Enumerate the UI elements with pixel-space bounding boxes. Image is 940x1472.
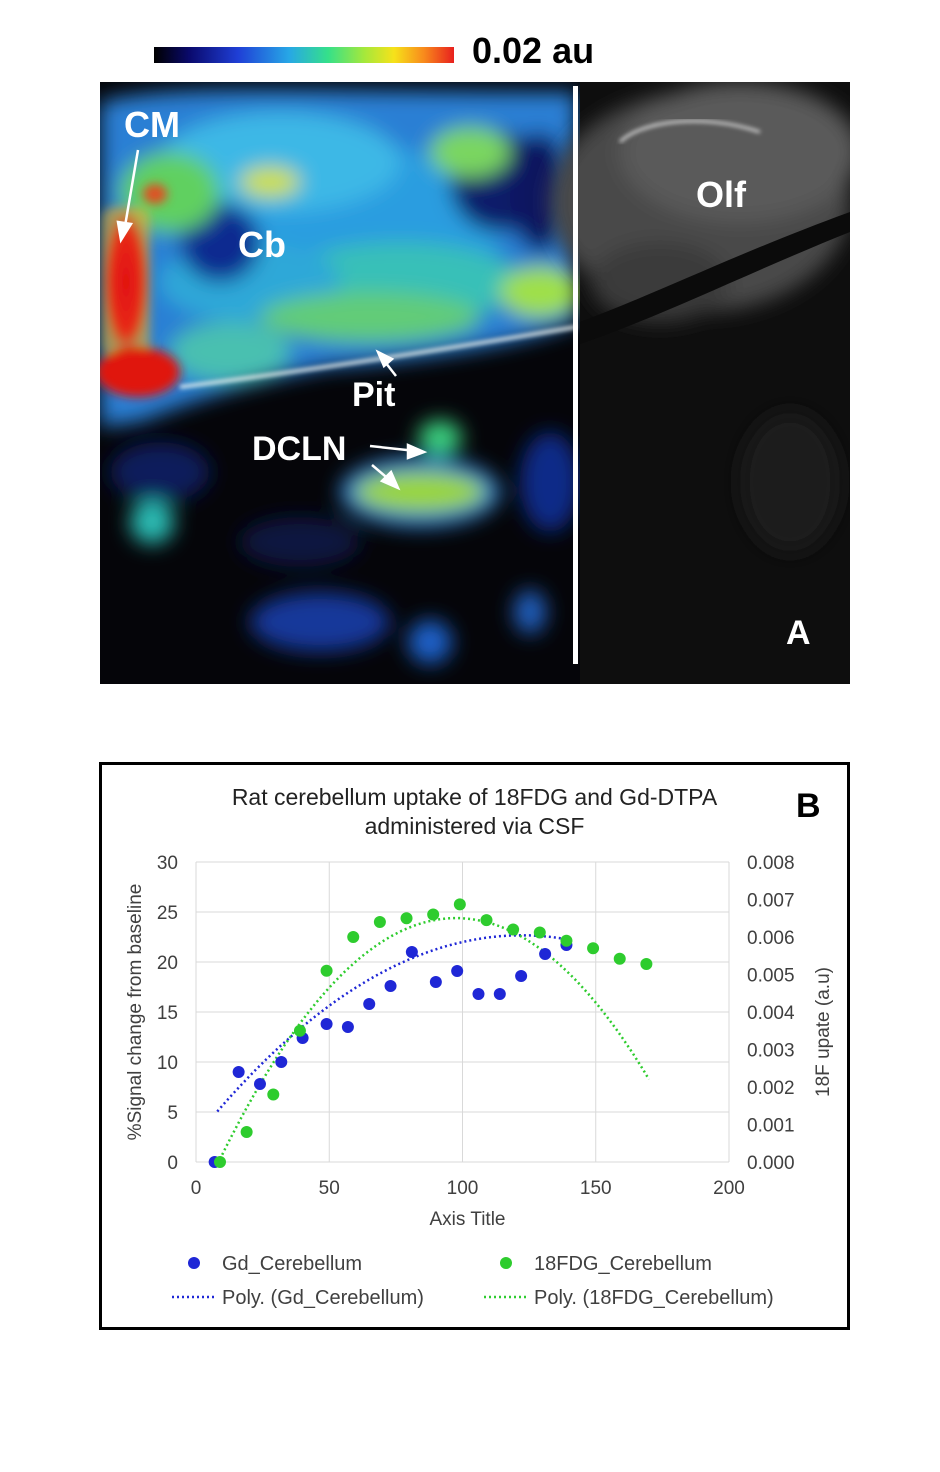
panel-b-letter: B xyxy=(796,787,821,825)
data-point xyxy=(213,1156,226,1168)
data-point xyxy=(320,1018,333,1030)
data-point xyxy=(240,1126,253,1138)
mri-heatmap-image: CM Cb Pit DCLN Olf A xyxy=(100,82,850,684)
label-olf: Olf xyxy=(696,174,746,215)
y2-tick-label: 0.005 xyxy=(747,966,795,987)
data-point xyxy=(493,988,506,1000)
data-point xyxy=(640,958,653,970)
data-point xyxy=(451,965,464,977)
y2-tick-label: 0.002 xyxy=(747,1078,795,1099)
y-tick-label: 5 xyxy=(167,1103,178,1124)
label-cb: Cb xyxy=(238,224,286,265)
x-axis-title: Axis Title xyxy=(429,1209,505,1230)
y2-tick-label: 0.007 xyxy=(747,891,795,912)
data-point xyxy=(232,1066,245,1078)
data-point xyxy=(539,948,552,960)
x-tick-label: 100 xyxy=(447,1178,479,1199)
legend-marker xyxy=(188,1257,200,1269)
y2-axis-title: 18F upate (a.u) xyxy=(813,967,834,1097)
scatter-chart: 0 50 100 150 200 0 5 10 15 20 25 30 0.000 0.001 0.002 0… xyxy=(125,853,834,1309)
colorbar-label: 0.02 au xyxy=(472,30,595,71)
data-point xyxy=(405,946,418,958)
legend-label: Gd_Cerebellum xyxy=(222,1253,362,1275)
y2-tick-label: 0.006 xyxy=(747,928,795,949)
data-point xyxy=(533,926,546,939)
data-point xyxy=(267,1088,280,1101)
data-point xyxy=(453,898,466,911)
data-point xyxy=(320,964,333,977)
data-point xyxy=(613,952,626,965)
data-point xyxy=(341,1021,354,1033)
data-point xyxy=(347,931,360,943)
legend-label: Poly. (Gd_Cerebellum) xyxy=(222,1287,424,1309)
data-point xyxy=(363,998,376,1010)
data-point xyxy=(275,1056,288,1068)
legend-label: Poly. (18FDG_Cerebellum) xyxy=(534,1287,774,1309)
data-point xyxy=(373,916,386,928)
data-point xyxy=(429,976,442,988)
x-tick-label: 50 xyxy=(319,1178,340,1199)
legend-label: 18FDG_Cerebellum xyxy=(534,1253,712,1275)
x-tick-label: 200 xyxy=(713,1178,745,1199)
data-point xyxy=(427,908,440,921)
legend-marker xyxy=(500,1257,512,1269)
x-tick-label: 0 xyxy=(191,1178,202,1199)
data-point xyxy=(507,923,520,936)
y-tick-label: 15 xyxy=(157,1003,178,1024)
y2-tick-label: 0.008 xyxy=(747,853,795,874)
y-axis-title: %Signal change from baseline xyxy=(125,884,146,1141)
y2-tick-label: 0.000 xyxy=(747,1153,795,1174)
y-tick-label: 30 xyxy=(157,853,178,874)
data-point xyxy=(587,942,600,955)
y-tick-label: 25 xyxy=(157,903,178,924)
data-point xyxy=(515,970,528,982)
label-dcln: DCLN xyxy=(252,430,347,468)
chart-panel: Rat cerebellum uptake of 18FDG and Gd-DT… xyxy=(99,762,850,1330)
data-point xyxy=(400,912,413,925)
y2-tick-label: 0.004 xyxy=(747,1003,795,1024)
y2-tick-label: 0.001 xyxy=(747,1116,795,1137)
panel-a-letter: A xyxy=(786,614,811,652)
colorbar xyxy=(154,47,454,63)
data-point xyxy=(293,1024,306,1037)
data-point xyxy=(480,914,493,927)
label-cm: CM xyxy=(124,104,180,145)
chart-title-line-2: administered via CSF xyxy=(364,813,585,839)
data-point xyxy=(253,1078,266,1090)
trendline xyxy=(218,916,651,1160)
y-tick-label: 10 xyxy=(157,1053,178,1074)
y-tick-label: 20 xyxy=(157,953,178,974)
chart-title-line-1: Rat cerebellum uptake of 18FDG and Gd-DT… xyxy=(231,784,718,810)
data-point xyxy=(384,980,397,992)
x-tick-label: 150 xyxy=(580,1178,612,1199)
data-point xyxy=(472,988,485,1000)
y2-tick-label: 0.003 xyxy=(747,1041,795,1062)
data-point xyxy=(560,934,573,947)
label-pit: Pit xyxy=(352,376,396,414)
trendline xyxy=(216,934,570,1113)
y-tick-label: 0 xyxy=(167,1153,178,1174)
heatmap-svg xyxy=(100,82,850,684)
